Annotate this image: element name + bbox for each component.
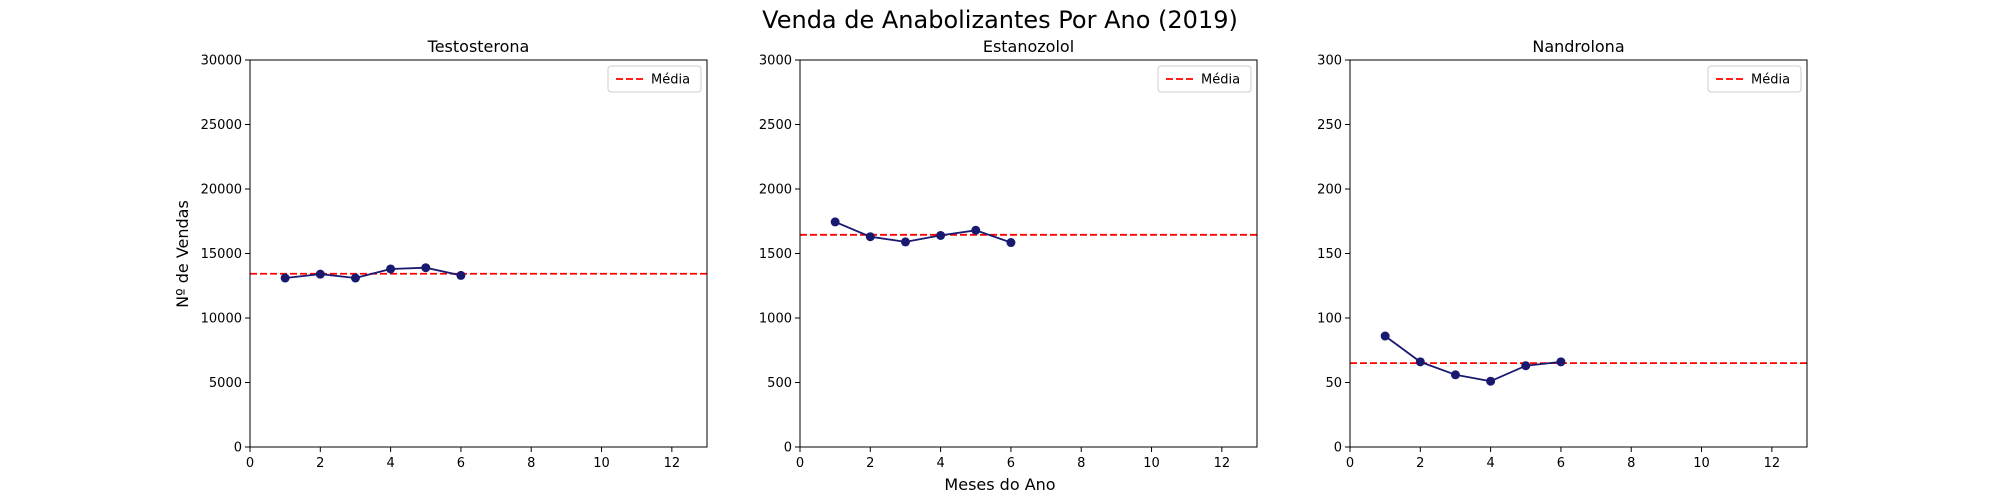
x-tick-label: 12 — [664, 456, 681, 471]
figure-title: Venda de Anabolizantes Por Ano (2019) — [762, 6, 1238, 34]
y-tick-label: 10000 — [201, 312, 242, 327]
legend: Média — [1707, 65, 1802, 93]
y-tick-label: 1500 — [759, 247, 792, 262]
x-tick-label: 6 — [1007, 456, 1015, 471]
axes-frame — [1349, 59, 1808, 448]
data-point — [456, 270, 466, 280]
data-point — [1415, 357, 1425, 367]
x-tick-label: 10 — [1693, 456, 1710, 471]
x-tick-label: 2 — [866, 456, 874, 471]
y-tick-label: 300 — [1317, 54, 1342, 69]
data-point — [1006, 238, 1016, 248]
x-tick-label: 8 — [1077, 456, 1085, 471]
data-point — [1380, 331, 1390, 341]
x-tick-label: 8 — [1627, 456, 1635, 471]
legend-label: Média — [1751, 73, 1790, 88]
y-tick-label: 100 — [1317, 312, 1342, 327]
y-tick-label: 2500 — [759, 118, 792, 133]
y-tick-label: 20000 — [201, 183, 242, 198]
data-point — [830, 217, 840, 227]
x-tick-label: 8 — [527, 456, 535, 471]
legend: Média — [1157, 65, 1252, 93]
x-tick-label: 2 — [316, 456, 324, 471]
data-point — [280, 273, 290, 283]
legend-box — [1707, 65, 1802, 93]
subplot-title: Nandrolona — [1532, 37, 1624, 56]
data-point — [936, 230, 946, 240]
y-tick-label: 5000 — [209, 376, 242, 391]
data-point — [386, 264, 396, 274]
x-tick-label: 12 — [1764, 456, 1781, 471]
y-tick-label: 0 — [784, 441, 792, 456]
y-axis-label: Nº de Vendas — [173, 200, 192, 308]
x-tick-label: 2 — [1416, 456, 1424, 471]
y-tick-label: 50 — [1325, 376, 1342, 391]
subplot-1: Testosterona 0 2 4 6 8 10 12 0 5000 10000 15000 2000… — [201, 37, 708, 471]
x-tick-label: 0 — [1346, 456, 1354, 471]
x-tick-label: 10 — [1143, 456, 1160, 471]
data-point — [900, 237, 910, 247]
data-point — [1450, 370, 1460, 380]
data-point — [971, 225, 981, 235]
y-tick-label: 150 — [1317, 247, 1342, 262]
x-tick-label: 10 — [593, 456, 610, 471]
subplot-3: Nandrolona 0 2 4 6 8 10 12 0 50 100 150 200 250 300 Méd… — [1317, 37, 1808, 471]
series-line — [1384, 335, 1561, 383]
x-tick-label: 0 — [246, 456, 254, 471]
y-tick-label: 25000 — [201, 118, 242, 133]
data-point — [421, 263, 431, 273]
data-point — [350, 273, 360, 283]
series-line — [834, 221, 1012, 244]
x-tick-label: 0 — [796, 456, 804, 471]
subplot-2: Estanozolol 0 2 4 6 8 10 12 0 500 1000 1500 2000 2500… — [759, 37, 1258, 471]
x-tick-label: 4 — [386, 456, 394, 471]
data-point — [1486, 376, 1496, 386]
data-point — [1556, 357, 1566, 367]
y-tick-label: 200 — [1317, 183, 1342, 198]
data-point — [315, 269, 325, 279]
legend: Média — [607, 65, 702, 93]
legend-label: Média — [1201, 73, 1240, 88]
y-tick-label: 15000 — [201, 247, 242, 262]
x-tick-label: 12 — [1214, 456, 1231, 471]
legend-label: Média — [651, 73, 690, 88]
y-tick-label: 0 — [1334, 441, 1342, 456]
series-line — [285, 266, 462, 279]
subplot-title: Estanozolol — [983, 37, 1074, 56]
y-tick-label: 2000 — [759, 183, 792, 198]
x-axis-label: Meses do Ano — [944, 475, 1055, 494]
x-tick-label: 4 — [1486, 456, 1494, 471]
x-tick-label: 6 — [457, 456, 465, 471]
x-tick-label: 6 — [1557, 456, 1565, 471]
y-tick-label: 3000 — [759, 54, 792, 69]
legend-box — [607, 65, 702, 93]
y-tick-label: 1000 — [759, 312, 792, 327]
y-tick-label: 0 — [234, 441, 242, 456]
axes-frame — [799, 59, 1258, 448]
subplot-title: Testosterona — [427, 37, 530, 56]
data-point — [1521, 361, 1531, 371]
legend-box — [1157, 65, 1252, 93]
y-tick-label: 30000 — [201, 54, 242, 69]
y-tick-label: 500 — [767, 376, 792, 391]
data-point — [865, 232, 875, 242]
y-tick-label: 250 — [1317, 118, 1342, 133]
x-tick-label: 4 — [936, 456, 944, 471]
axes-frame — [249, 59, 708, 448]
